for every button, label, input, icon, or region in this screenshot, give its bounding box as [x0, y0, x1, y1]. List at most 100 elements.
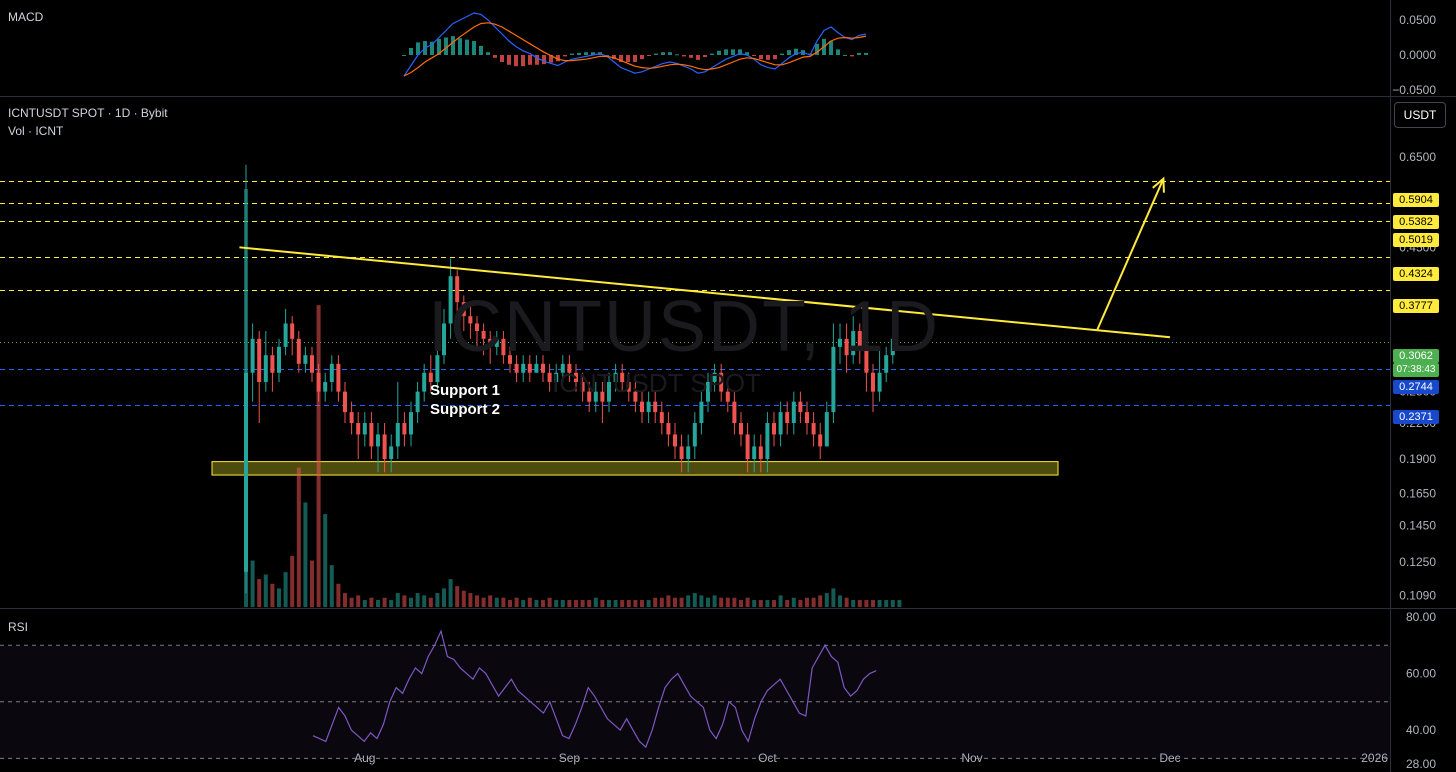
volume-bar — [257, 579, 262, 607]
macd-pane-title[interactable]: MACD — [8, 10, 44, 24]
candle-body — [890, 338, 895, 356]
volume-bar — [765, 600, 770, 607]
volume-title[interactable]: Vol · ICNT — [8, 124, 64, 138]
volume-bar — [428, 597, 433, 607]
symbol-title[interactable]: ICNTUSDT SPOT · 1D · Bybit — [8, 106, 168, 120]
macd-histogram-bar — [535, 55, 539, 65]
candle-body — [290, 323, 295, 339]
macd-histogram-bar — [738, 49, 742, 55]
rsi-tick-label: 80.00 — [1406, 610, 1436, 624]
candle-body — [435, 355, 440, 383]
volume-bar — [844, 597, 849, 607]
macd-histogram-bar — [416, 42, 420, 55]
volume-bar — [329, 565, 334, 607]
volume-bar — [811, 597, 816, 607]
candle-body — [250, 338, 255, 373]
volume-bar — [699, 595, 704, 607]
macd-histogram-bar — [612, 55, 616, 60]
candle-body — [296, 338, 301, 364]
candle-body — [752, 446, 757, 460]
volume-bar — [659, 597, 664, 607]
candle-body — [857, 331, 862, 347]
candle-body — [739, 423, 743, 435]
macd-histogram-bar — [402, 55, 406, 56]
volume-bar — [376, 600, 380, 607]
volume-bar — [435, 593, 440, 607]
volume-bar — [349, 597, 354, 607]
volume-bar — [323, 514, 328, 607]
currency-button[interactable]: USDT — [1394, 102, 1446, 128]
candle-body — [376, 434, 380, 447]
support-zone — [211, 461, 1059, 476]
candle-body — [884, 355, 889, 373]
volume-bar — [508, 600, 512, 607]
macd-histogram-bar — [703, 55, 707, 58]
volume-bar — [818, 595, 823, 607]
candle-body — [686, 446, 691, 460]
candle-body — [415, 391, 420, 413]
macd-histogram-bar — [682, 55, 686, 57]
candle-body — [475, 323, 479, 332]
volume-bar — [613, 600, 618, 607]
volume-bar — [303, 502, 308, 607]
volume-bar — [501, 597, 506, 607]
volume-bar — [633, 600, 638, 607]
price-tick-label: 0.1090 — [1399, 588, 1436, 602]
volume-bar — [362, 600, 367, 607]
candle-body — [659, 412, 664, 424]
candle-body — [607, 382, 611, 402]
volume-bar — [851, 600, 856, 607]
volume-bar — [772, 600, 776, 607]
candle-body — [877, 372, 882, 392]
volume-bar — [554, 600, 559, 607]
macd-histogram-bar — [507, 55, 511, 65]
candle-body — [712, 372, 717, 383]
time-tick-label: 2026 — [1361, 751, 1388, 765]
macd-histogram-bar — [521, 55, 525, 67]
volume-bar — [791, 597, 796, 607]
candle-body — [514, 363, 519, 373]
volume-bar — [600, 600, 605, 607]
candle-body — [257, 338, 262, 383]
candle-body — [461, 302, 466, 317]
macd-histogram-bar — [584, 52, 588, 55]
rsi-tick-label: 28.00 — [1406, 757, 1436, 771]
volume-bar — [897, 600, 902, 607]
volume-bar — [798, 600, 803, 607]
candle-countdown: 07:38:43 — [1393, 363, 1439, 377]
macd-histogram-bar — [836, 49, 840, 55]
resistance-tag: 0.5019 — [1393, 233, 1439, 247]
candle-body — [428, 372, 433, 383]
volume-bar — [277, 588, 281, 607]
rsi-pane-title[interactable]: RSI — [8, 620, 29, 634]
candle-body — [719, 372, 724, 392]
volume-bar — [666, 595, 671, 607]
volume-bar — [824, 593, 829, 607]
symbol-watermark-sub: ICNTUSDT SPOT — [552, 368, 761, 398]
candle-body — [567, 363, 572, 373]
candle-body — [864, 346, 869, 373]
candle-body — [508, 355, 512, 364]
macd-histogram-bar — [472, 41, 476, 55]
volume-bar — [712, 595, 717, 607]
volume-bar — [270, 583, 275, 607]
macd-histogram-bar — [437, 38, 441, 55]
macd-histogram-bar — [717, 50, 721, 55]
volume-bar — [409, 597, 413, 607]
volume-bar — [468, 593, 473, 607]
volume-bar — [831, 588, 836, 607]
candle-body — [270, 355, 275, 373]
volume-bar — [382, 597, 387, 607]
volume-bar — [580, 600, 585, 607]
volume-bar — [541, 600, 545, 607]
candle-body — [541, 363, 545, 373]
macd-histogram-bar — [500, 55, 504, 62]
macd-histogram-bar — [542, 55, 546, 65]
macd-histogram-bar — [710, 53, 714, 55]
support-tag: 0.2744 — [1393, 380, 1439, 394]
volume-bar — [805, 597, 809, 607]
candle-body — [442, 323, 446, 356]
candle-body — [316, 372, 321, 392]
macd-histogram-bar — [745, 52, 749, 55]
